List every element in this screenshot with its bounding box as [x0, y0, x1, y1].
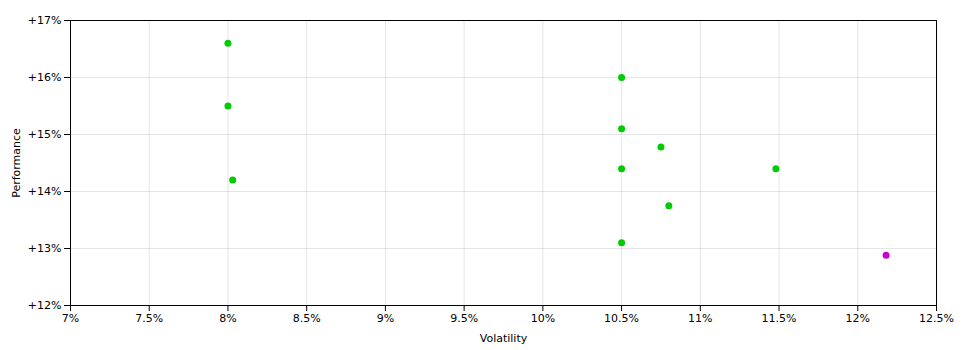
svg-text:11%: 11% [688, 312, 712, 325]
svg-text:+14%: +14% [28, 185, 62, 198]
svg-text:+12%: +12% [28, 299, 62, 312]
svg-text:+13%: +13% [28, 242, 62, 255]
svg-text:8%: 8% [219, 312, 236, 325]
svg-text:+17%: +17% [28, 14, 62, 27]
svg-text:+15%: +15% [28, 128, 62, 141]
svg-text:11.5%: 11.5% [762, 312, 797, 325]
svg-text:10.5%: 10.5% [604, 312, 639, 325]
svg-text:9%: 9% [377, 312, 394, 325]
svg-text:+16%: +16% [28, 71, 62, 84]
svg-text:Volatility: Volatility [480, 332, 528, 345]
svg-text:10%: 10% [531, 312, 555, 325]
svg-text:9.5%: 9.5% [450, 312, 478, 325]
svg-text:12.5%: 12.5% [919, 312, 954, 325]
svg-text:Performance: Performance [10, 128, 23, 198]
svg-text:7.5%: 7.5% [135, 312, 163, 325]
svg-text:7%: 7% [62, 312, 79, 325]
svg-text:8.5%: 8.5% [293, 312, 321, 325]
svg-text:12%: 12% [846, 312, 870, 325]
